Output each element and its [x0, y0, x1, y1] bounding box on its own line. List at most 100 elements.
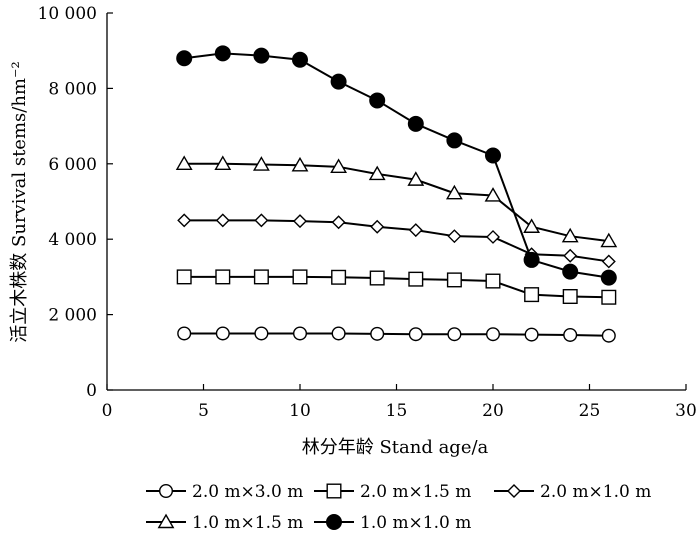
data-point: [368, 165, 386, 181]
data-point: [176, 50, 193, 67]
data-point: [331, 269, 347, 285]
legend-label: 1.0 m×1.0 m: [360, 513, 471, 533]
data-point: [175, 155, 193, 171]
data-point: [447, 229, 462, 244]
data-point: [524, 287, 540, 303]
data-point: [524, 327, 539, 342]
data-point: [253, 47, 270, 64]
x-tick-label: 15: [386, 401, 408, 421]
data-point: [408, 223, 423, 238]
data-point: [445, 184, 463, 200]
legend-item: 1.0 m×1.5 m: [146, 513, 303, 533]
data-point: [561, 227, 579, 243]
data-point: [408, 327, 423, 342]
data-point: [291, 156, 309, 172]
data-point: [370, 326, 385, 341]
legend-item: 1.0 m×1.0 m: [314, 513, 471, 533]
data-point: [408, 271, 424, 287]
series-3: [177, 213, 616, 269]
data-point: [407, 115, 424, 132]
series-1: [177, 326, 616, 343]
data-point: [486, 229, 500, 244]
legend-label: 2.0 m×1.5 m: [360, 482, 471, 502]
data-point: [485, 273, 501, 289]
data-point: [215, 213, 230, 228]
axis-ticks: 0 5 10 15 20 25 30 0 2 000 4 000 6 000 8 000 10 000: [38, 4, 697, 421]
data-point: [562, 289, 578, 305]
data-point: [215, 326, 230, 341]
data-point: [485, 147, 501, 164]
data-point: [214, 45, 231, 62]
legend-marker: [158, 484, 173, 499]
data-point: [176, 269, 192, 285]
legend-label: 2.0 m×3.0 m: [192, 482, 303, 502]
data-point: [601, 254, 616, 269]
data-point: [486, 327, 501, 342]
data-point: [446, 272, 462, 288]
data-point: [601, 289, 617, 305]
data-point: [254, 326, 269, 341]
data-point: [407, 171, 425, 186]
y-axis-label: 活立木株数 Survival stems/hm⁻²: [9, 61, 30, 342]
y-tick-label: 2 000: [48, 306, 97, 326]
data-point: [370, 219, 385, 234]
data-point: [369, 270, 385, 286]
x-tick-label: 25: [579, 401, 601, 421]
series-5: [176, 45, 617, 286]
legend-marker: [326, 514, 342, 530]
data-point: [293, 326, 308, 341]
data-point: [447, 327, 462, 342]
data-point: [600, 232, 618, 248]
data-point: [563, 327, 578, 342]
data-series: [175, 45, 618, 343]
y-tick-label: 8 000: [48, 79, 97, 99]
data-point: [254, 213, 269, 228]
series-4: [175, 155, 618, 248]
y-tick-label: 6 000: [48, 155, 97, 175]
x-tick-label: 30: [675, 401, 697, 421]
series-line: [184, 52, 609, 279]
series-line: [184, 332, 609, 337]
data-point: [177, 213, 192, 228]
data-point: [369, 92, 386, 109]
series-line: [184, 162, 609, 243]
data-point: [292, 269, 308, 285]
chart-legend: 2.0 m×3.0 m 2.0 m×1.5 m 2.0 m×1.0 m 1.0 m×1…: [146, 482, 651, 533]
data-point: [252, 156, 270, 171]
legend-marker: [326, 483, 342, 499]
data-point: [446, 132, 463, 149]
data-point: [331, 215, 346, 230]
data-point: [292, 51, 308, 68]
data-point: [253, 269, 269, 285]
series-line: [184, 275, 609, 299]
legend-marker: [157, 513, 175, 529]
x-tick-label: 10: [289, 401, 311, 421]
data-point: [330, 73, 347, 90]
data-point: [215, 269, 231, 285]
data-point: [330, 158, 348, 174]
legend-label: 2.0 m×1.0 m: [540, 482, 651, 502]
data-point: [177, 326, 192, 341]
series-2: [176, 269, 617, 305]
data-point: [523, 251, 540, 268]
data-point: [562, 263, 579, 280]
data-point: [484, 187, 502, 202]
data-point: [293, 214, 307, 229]
x-tick-label: 5: [198, 401, 209, 421]
data-point: [600, 269, 617, 286]
y-tick-label: 10 000: [38, 4, 97, 24]
data-point: [214, 155, 232, 171]
legend-item: 2.0 m×3.0 m: [146, 482, 303, 502]
data-point: [331, 326, 346, 341]
y-tick-label: 0: [86, 381, 97, 401]
data-point: [601, 328, 616, 343]
legend-marker: [507, 484, 521, 498]
legend-item: 2.0 m×1.0 m: [494, 482, 651, 502]
y-tick-label: 4 000: [48, 230, 97, 250]
legend-item: 2.0 m×1.5 m: [314, 482, 471, 502]
data-point: [523, 218, 541, 233]
x-tick-label: 0: [102, 401, 113, 421]
x-tick-label: 20: [482, 401, 504, 421]
series-line: [184, 219, 609, 263]
